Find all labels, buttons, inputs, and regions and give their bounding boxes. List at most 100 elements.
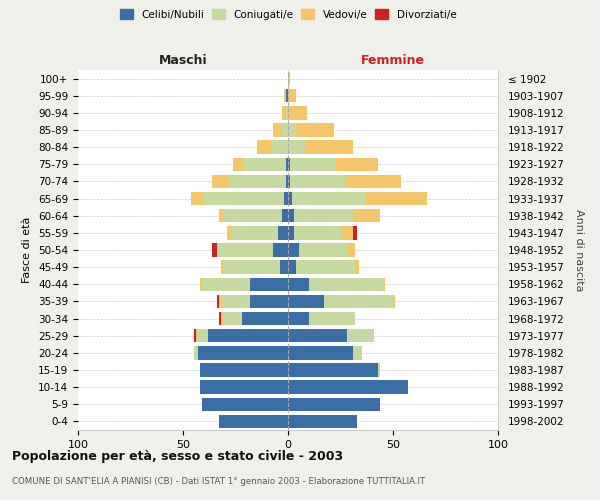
Bar — [193, 329, 196, 342]
Bar — [288, 398, 380, 411]
Bar — [229, 174, 286, 188]
Bar — [191, 192, 204, 205]
Bar — [288, 346, 353, 360]
Bar — [383, 278, 385, 291]
Bar — [341, 226, 353, 239]
Legend: Celibi/Nubili, Coniugati/e, Vedovi/e, Divorziati/e: Celibi/Nubili, Coniugati/e, Vedovi/e, Di… — [115, 5, 461, 24]
Bar — [232, 226, 277, 239]
Text: Femmine: Femmine — [361, 54, 425, 66]
Bar — [284, 192, 288, 205]
Bar — [295, 226, 341, 239]
Bar — [286, 174, 288, 188]
Bar — [355, 260, 359, 274]
Bar — [227, 226, 232, 239]
Text: Popolazione per età, sesso e stato civile - 2003: Popolazione per età, sesso e stato civil… — [12, 450, 343, 463]
Bar — [250, 294, 288, 308]
Bar — [282, 106, 286, 120]
Bar — [198, 346, 288, 360]
Bar — [271, 140, 288, 154]
Bar — [309, 278, 383, 291]
Bar — [290, 174, 345, 188]
Bar — [290, 158, 337, 171]
Bar — [292, 192, 366, 205]
Bar — [223, 260, 280, 274]
Bar — [223, 209, 282, 222]
Bar — [282, 124, 288, 136]
Bar — [309, 312, 355, 326]
Y-axis label: Fasce di età: Fasce di età — [22, 217, 32, 283]
Bar — [288, 192, 292, 205]
Bar — [347, 244, 355, 256]
Bar — [200, 278, 202, 291]
Bar — [217, 244, 274, 256]
Text: COMUNE DI SANT'ELIA A PIANISI (CB) - Dati ISTAT 1° gennaio 2003 - Elaborazione T: COMUNE DI SANT'ELIA A PIANISI (CB) - Dat… — [12, 478, 425, 486]
Text: Maschi: Maschi — [158, 54, 208, 66]
Bar — [196, 329, 198, 342]
Bar — [218, 294, 221, 308]
Bar — [299, 244, 347, 256]
Bar — [218, 414, 288, 428]
Bar — [295, 209, 353, 222]
Bar — [288, 72, 290, 86]
Bar — [353, 226, 358, 239]
Bar — [200, 364, 288, 376]
Bar — [250, 278, 288, 291]
Bar — [212, 244, 217, 256]
Bar — [379, 364, 380, 376]
Bar — [288, 364, 379, 376]
Bar — [337, 158, 379, 171]
Bar — [233, 158, 244, 171]
Bar — [288, 380, 408, 394]
Bar — [221, 260, 223, 274]
Bar — [288, 226, 295, 239]
Bar — [305, 140, 353, 154]
Bar — [288, 414, 358, 428]
Bar — [288, 329, 347, 342]
Bar — [257, 140, 271, 154]
Bar — [288, 209, 295, 222]
Bar — [288, 89, 296, 102]
Bar — [221, 312, 223, 326]
Bar — [296, 260, 355, 274]
Bar — [208, 329, 288, 342]
Bar — [223, 312, 242, 326]
Bar — [200, 380, 288, 394]
Bar — [286, 89, 288, 102]
Bar — [217, 294, 218, 308]
Bar — [347, 329, 374, 342]
Bar — [288, 244, 299, 256]
Bar — [198, 329, 208, 342]
Bar — [218, 209, 223, 222]
Bar — [288, 174, 290, 188]
Bar — [221, 294, 250, 308]
Bar — [202, 278, 250, 291]
Bar — [277, 226, 288, 239]
Bar — [193, 346, 198, 360]
Bar — [274, 244, 288, 256]
Bar — [218, 312, 221, 326]
Bar — [280, 260, 288, 274]
Bar — [366, 192, 427, 205]
Bar — [204, 192, 284, 205]
Bar — [288, 124, 296, 136]
Bar — [324, 294, 393, 308]
Bar — [244, 158, 286, 171]
Bar — [393, 294, 395, 308]
Bar — [288, 260, 296, 274]
Bar — [286, 158, 288, 171]
Bar — [288, 158, 290, 171]
Bar — [274, 124, 282, 136]
Bar — [296, 124, 334, 136]
Bar — [212, 174, 229, 188]
Y-axis label: Anni di nascita: Anni di nascita — [574, 209, 584, 291]
Bar — [288, 312, 309, 326]
Bar — [288, 106, 307, 120]
Bar — [353, 209, 380, 222]
Bar — [288, 140, 305, 154]
Bar — [284, 89, 286, 102]
Bar — [282, 209, 288, 222]
Bar — [202, 398, 288, 411]
Bar — [288, 278, 309, 291]
Bar — [242, 312, 288, 326]
Bar — [345, 174, 401, 188]
